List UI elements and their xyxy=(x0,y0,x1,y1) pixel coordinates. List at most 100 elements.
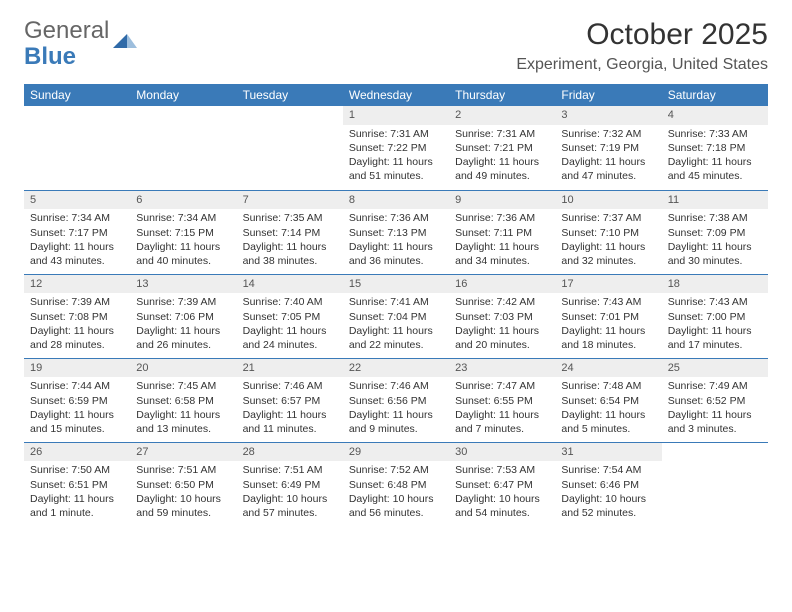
day-body: Sunrise: 7:51 AMSunset: 6:50 PMDaylight:… xyxy=(130,461,236,524)
day-body: Sunrise: 7:38 AMSunset: 7:09 PMDaylight:… xyxy=(662,209,768,272)
day-body: Sunrise: 7:31 AMSunset: 7:22 PMDaylight:… xyxy=(343,125,449,188)
calendar-cell: 14Sunrise: 7:40 AMSunset: 7:05 PMDayligh… xyxy=(237,274,343,358)
sunset-line: Sunset: 7:08 PM xyxy=(30,310,124,324)
sunrise-line: Sunrise: 7:48 AM xyxy=(561,379,655,393)
day-body: Sunrise: 7:35 AMSunset: 7:14 PMDaylight:… xyxy=(237,209,343,272)
calendar-cell: 5Sunrise: 7:34 AMSunset: 7:17 PMDaylight… xyxy=(24,190,130,274)
sunrise-line: Sunrise: 7:43 AM xyxy=(561,295,655,309)
calendar-cell: 13Sunrise: 7:39 AMSunset: 7:06 PMDayligh… xyxy=(130,274,236,358)
daylight-line: Daylight: 11 hours and 20 minutes. xyxy=(455,324,549,352)
calendar-cell: 12Sunrise: 7:39 AMSunset: 7:08 PMDayligh… xyxy=(24,274,130,358)
sunset-line: Sunset: 7:11 PM xyxy=(455,226,549,240)
sunrise-line: Sunrise: 7:54 AM xyxy=(561,463,655,477)
sunrise-line: Sunrise: 7:43 AM xyxy=(668,295,762,309)
sunrise-line: Sunrise: 7:40 AM xyxy=(243,295,337,309)
calendar-cell: 3Sunrise: 7:32 AMSunset: 7:19 PMDaylight… xyxy=(555,106,661,190)
day-body: Sunrise: 7:33 AMSunset: 7:18 PMDaylight:… xyxy=(662,125,768,188)
sunset-line: Sunset: 7:06 PM xyxy=(136,310,230,324)
daylight-line: Daylight: 11 hours and 18 minutes. xyxy=(561,324,655,352)
sunset-line: Sunset: 6:50 PM xyxy=(136,478,230,492)
day-number: 23 xyxy=(449,359,555,378)
day-number: 13 xyxy=(130,275,236,294)
day-number: 11 xyxy=(662,191,768,210)
day-number: 2 xyxy=(449,106,555,125)
day-number: 8 xyxy=(343,191,449,210)
daylight-line: Daylight: 11 hours and 24 minutes. xyxy=(243,324,337,352)
sunrise-line: Sunrise: 7:33 AM xyxy=(668,127,762,141)
daylight-line: Daylight: 11 hours and 1 minute. xyxy=(30,492,124,520)
day-body: Sunrise: 7:39 AMSunset: 7:06 PMDaylight:… xyxy=(130,293,236,356)
day-number: 7 xyxy=(237,191,343,210)
day-number: 17 xyxy=(555,275,661,294)
logo-general: General xyxy=(24,17,109,44)
sunset-line: Sunset: 7:09 PM xyxy=(668,226,762,240)
daylight-line: Daylight: 10 hours and 52 minutes. xyxy=(561,492,655,520)
day-body: Sunrise: 7:48 AMSunset: 6:54 PMDaylight:… xyxy=(555,377,661,440)
day-number: 24 xyxy=(555,359,661,378)
day-number: 15 xyxy=(343,275,449,294)
weekday-header: Sunday xyxy=(24,84,130,106)
day-number: 27 xyxy=(130,443,236,462)
sunrise-line: Sunrise: 7:35 AM xyxy=(243,211,337,225)
day-number: 31 xyxy=(555,443,661,462)
daylight-line: Daylight: 11 hours and 34 minutes. xyxy=(455,240,549,268)
day-body: Sunrise: 7:46 AMSunset: 6:56 PMDaylight:… xyxy=(343,377,449,440)
calendar-cell: 22Sunrise: 7:46 AMSunset: 6:56 PMDayligh… xyxy=(343,358,449,442)
sunset-line: Sunset: 6:48 PM xyxy=(349,478,443,492)
sunset-line: Sunset: 7:00 PM xyxy=(668,310,762,324)
sunrise-line: Sunrise: 7:39 AM xyxy=(136,295,230,309)
daylight-line: Daylight: 11 hours and 3 minutes. xyxy=(668,408,762,436)
day-number: 14 xyxy=(237,275,343,294)
daylight-line: Daylight: 11 hours and 26 minutes. xyxy=(136,324,230,352)
daylight-line: Daylight: 11 hours and 32 minutes. xyxy=(561,240,655,268)
logo: General Blue xyxy=(24,18,137,71)
day-body: Sunrise: 7:43 AMSunset: 7:01 PMDaylight:… xyxy=(555,293,661,356)
sunset-line: Sunset: 7:05 PM xyxy=(243,310,337,324)
calendar-cell xyxy=(662,442,768,526)
day-number: 25 xyxy=(662,359,768,378)
calendar-cell xyxy=(237,106,343,190)
sunset-line: Sunset: 6:57 PM xyxy=(243,394,337,408)
daylight-line: Daylight: 11 hours and 15 minutes. xyxy=(30,408,124,436)
day-body: Sunrise: 7:42 AMSunset: 7:03 PMDaylight:… xyxy=(449,293,555,356)
day-number: 6 xyxy=(130,191,236,210)
day-number: 29 xyxy=(343,443,449,462)
sunrise-line: Sunrise: 7:46 AM xyxy=(243,379,337,393)
arrow-icon xyxy=(113,34,137,57)
daylight-line: Daylight: 11 hours and 5 minutes. xyxy=(561,408,655,436)
calendar-cell: 29Sunrise: 7:52 AMSunset: 6:48 PMDayligh… xyxy=(343,442,449,526)
day-number: 22 xyxy=(343,359,449,378)
calendar-row: 12Sunrise: 7:39 AMSunset: 7:08 PMDayligh… xyxy=(24,274,768,358)
day-body: Sunrise: 7:34 AMSunset: 7:15 PMDaylight:… xyxy=(130,209,236,272)
daylight-line: Daylight: 11 hours and 49 minutes. xyxy=(455,155,549,183)
calendar-cell: 23Sunrise: 7:47 AMSunset: 6:55 PMDayligh… xyxy=(449,358,555,442)
day-body: Sunrise: 7:36 AMSunset: 7:11 PMDaylight:… xyxy=(449,209,555,272)
calendar-table: Sunday Monday Tuesday Wednesday Thursday… xyxy=(24,84,768,526)
calendar-cell: 11Sunrise: 7:38 AMSunset: 7:09 PMDayligh… xyxy=(662,190,768,274)
daylight-line: Daylight: 11 hours and 30 minutes. xyxy=(668,240,762,268)
sunrise-line: Sunrise: 7:31 AM xyxy=(455,127,549,141)
calendar-cell: 28Sunrise: 7:51 AMSunset: 6:49 PMDayligh… xyxy=(237,442,343,526)
sunrise-line: Sunrise: 7:32 AM xyxy=(561,127,655,141)
day-number: 28 xyxy=(237,443,343,462)
day-body: Sunrise: 7:44 AMSunset: 6:59 PMDaylight:… xyxy=(24,377,130,440)
day-body: Sunrise: 7:41 AMSunset: 7:04 PMDaylight:… xyxy=(343,293,449,356)
sunrise-line: Sunrise: 7:38 AM xyxy=(668,211,762,225)
calendar-cell: 2Sunrise: 7:31 AMSunset: 7:21 PMDaylight… xyxy=(449,106,555,190)
day-number: 21 xyxy=(237,359,343,378)
daylight-line: Daylight: 11 hours and 28 minutes. xyxy=(30,324,124,352)
calendar-cell: 21Sunrise: 7:46 AMSunset: 6:57 PMDayligh… xyxy=(237,358,343,442)
sunrise-line: Sunrise: 7:41 AM xyxy=(349,295,443,309)
day-body: Sunrise: 7:37 AMSunset: 7:10 PMDaylight:… xyxy=(555,209,661,272)
day-body: Sunrise: 7:54 AMSunset: 6:46 PMDaylight:… xyxy=(555,461,661,524)
sunrise-line: Sunrise: 7:45 AM xyxy=(136,379,230,393)
sunrise-line: Sunrise: 7:37 AM xyxy=(561,211,655,225)
sunset-line: Sunset: 7:03 PM xyxy=(455,310,549,324)
day-body: Sunrise: 7:47 AMSunset: 6:55 PMDaylight:… xyxy=(449,377,555,440)
sunrise-line: Sunrise: 7:36 AM xyxy=(349,211,443,225)
title-block: October 2025 Experiment, Georgia, United… xyxy=(516,18,768,74)
daylight-line: Daylight: 11 hours and 13 minutes. xyxy=(136,408,230,436)
sunset-line: Sunset: 7:19 PM xyxy=(561,141,655,155)
calendar-cell: 30Sunrise: 7:53 AMSunset: 6:47 PMDayligh… xyxy=(449,442,555,526)
sunrise-line: Sunrise: 7:44 AM xyxy=(30,379,124,393)
